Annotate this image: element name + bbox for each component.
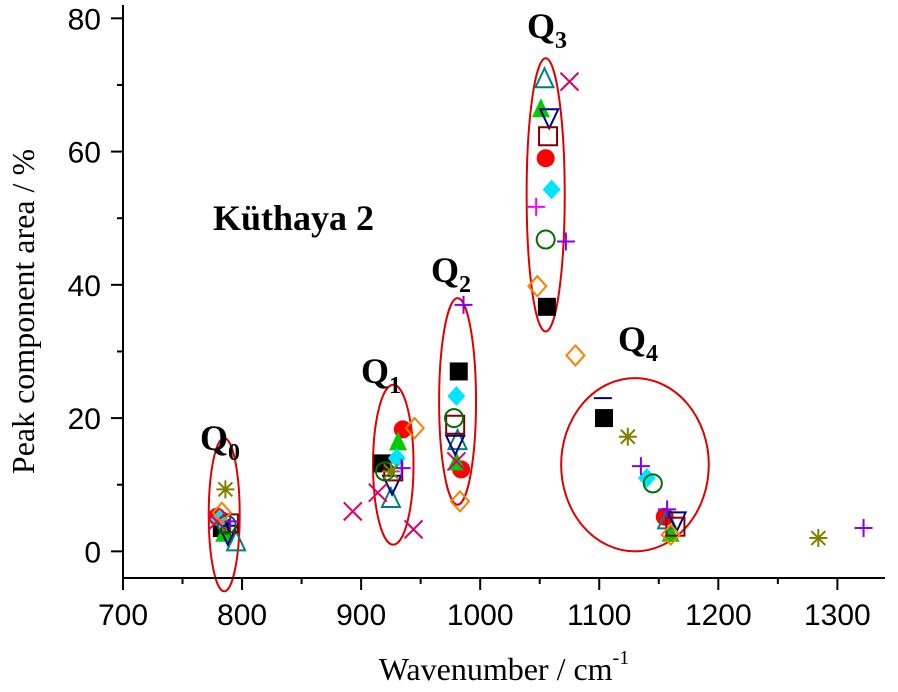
- data-point: [661, 522, 680, 542]
- data-point: [531, 98, 550, 118]
- annotation-q4: Q4: [618, 319, 658, 367]
- ellipse-q4: [560, 377, 710, 553]
- data-point: [637, 468, 656, 489]
- data-point: [660, 523, 682, 547]
- data-point: [538, 126, 559, 147]
- data-point: [217, 524, 239, 548]
- data-point: [368, 483, 388, 503]
- data-point: [343, 501, 363, 522]
- data-point: [536, 149, 555, 168]
- y-axis-title: Peak component area / %: [5, 149, 41, 474]
- data-point: [449, 362, 468, 381]
- data-point: [809, 529, 828, 548]
- data-point: [556, 232, 575, 251]
- data-point: [447, 386, 466, 407]
- data-point: [207, 511, 227, 532]
- annotation-subscript: 4: [646, 341, 658, 367]
- data-point: [380, 485, 402, 509]
- annotation-text: Küthaya 2: [213, 198, 374, 238]
- ellipse-q3: [525, 57, 566, 333]
- ticks: [111, 17, 839, 590]
- data-points: [207, 65, 873, 552]
- data-point: [211, 501, 233, 525]
- annotation-q1: Q1: [361, 351, 401, 399]
- data-point: [404, 416, 426, 440]
- x-axis-title-text: Wavenumber / cm: [379, 651, 613, 687]
- annotation-q3: Q3: [527, 6, 567, 54]
- data-point: [444, 434, 466, 458]
- data-point: [389, 431, 408, 451]
- data-point: [642, 473, 663, 494]
- y-tick-label: 20: [68, 403, 101, 436]
- annotation-text: Q: [200, 418, 228, 458]
- data-point: [443, 408, 464, 429]
- annotation-text: Q: [618, 319, 646, 359]
- annotation-q0: Q0: [200, 418, 240, 466]
- annotation-sample: Küthaya 2: [213, 198, 374, 238]
- data-point: [595, 409, 614, 428]
- x-tick-label: 1300: [804, 599, 871, 632]
- annotation-text: Q: [431, 250, 459, 290]
- x-tick-label: 1200: [685, 599, 752, 632]
- data-point: [665, 516, 686, 537]
- annotation-subscript: 2: [459, 272, 471, 298]
- data-point: [449, 489, 471, 513]
- data-point: [533, 65, 556, 89]
- data-point: [631, 457, 650, 476]
- annotation-q2: Q2: [431, 250, 471, 298]
- data-point: [542, 179, 561, 200]
- data-point: [854, 519, 873, 538]
- data-point: [225, 529, 247, 552]
- data-point: [535, 229, 556, 250]
- x-tick-label: 800: [217, 599, 267, 632]
- y-tick-label: 0: [84, 536, 101, 569]
- axes: [122, 5, 885, 579]
- x-tick-label: 1000: [447, 599, 514, 632]
- y-tick-label: 80: [68, 3, 101, 36]
- annotation-subscript: 1: [389, 373, 401, 399]
- ellipse-q1: [372, 383, 415, 546]
- data-point: [565, 343, 586, 367]
- data-point: [381, 462, 400, 481]
- x-axis-title-sup: -1: [613, 647, 630, 669]
- x-tick-label: 1100: [567, 599, 632, 632]
- data-point: [618, 427, 637, 446]
- x-tick-label: 700: [98, 599, 148, 632]
- data-point: [445, 414, 466, 435]
- annotation-text: Q: [527, 6, 555, 46]
- annotation-text: Q: [361, 351, 389, 391]
- data-point: [454, 295, 473, 314]
- ellipse-q2: [438, 297, 478, 506]
- data-point: [537, 297, 556, 316]
- x-tick-label: 900: [336, 599, 386, 632]
- data-point: [216, 514, 237, 535]
- x-axis-title: Wavenumber / cm-1: [379, 647, 629, 687]
- annotation-subscript: 3: [555, 28, 567, 54]
- group-ellipses: [207, 57, 710, 593]
- y-tick-label: 60: [68, 137, 101, 170]
- y-tick-label: 40: [68, 270, 101, 303]
- data-point: [538, 108, 560, 131]
- data-point: [559, 71, 580, 92]
- data-point: [446, 451, 467, 472]
- data-point: [666, 511, 688, 534]
- data-point: [527, 197, 546, 216]
- annotation-subscript: 0: [228, 440, 240, 466]
- data-point: [658, 500, 677, 519]
- data-point: [403, 519, 424, 540]
- data-point: [216, 480, 235, 499]
- data-point: [526, 274, 548, 298]
